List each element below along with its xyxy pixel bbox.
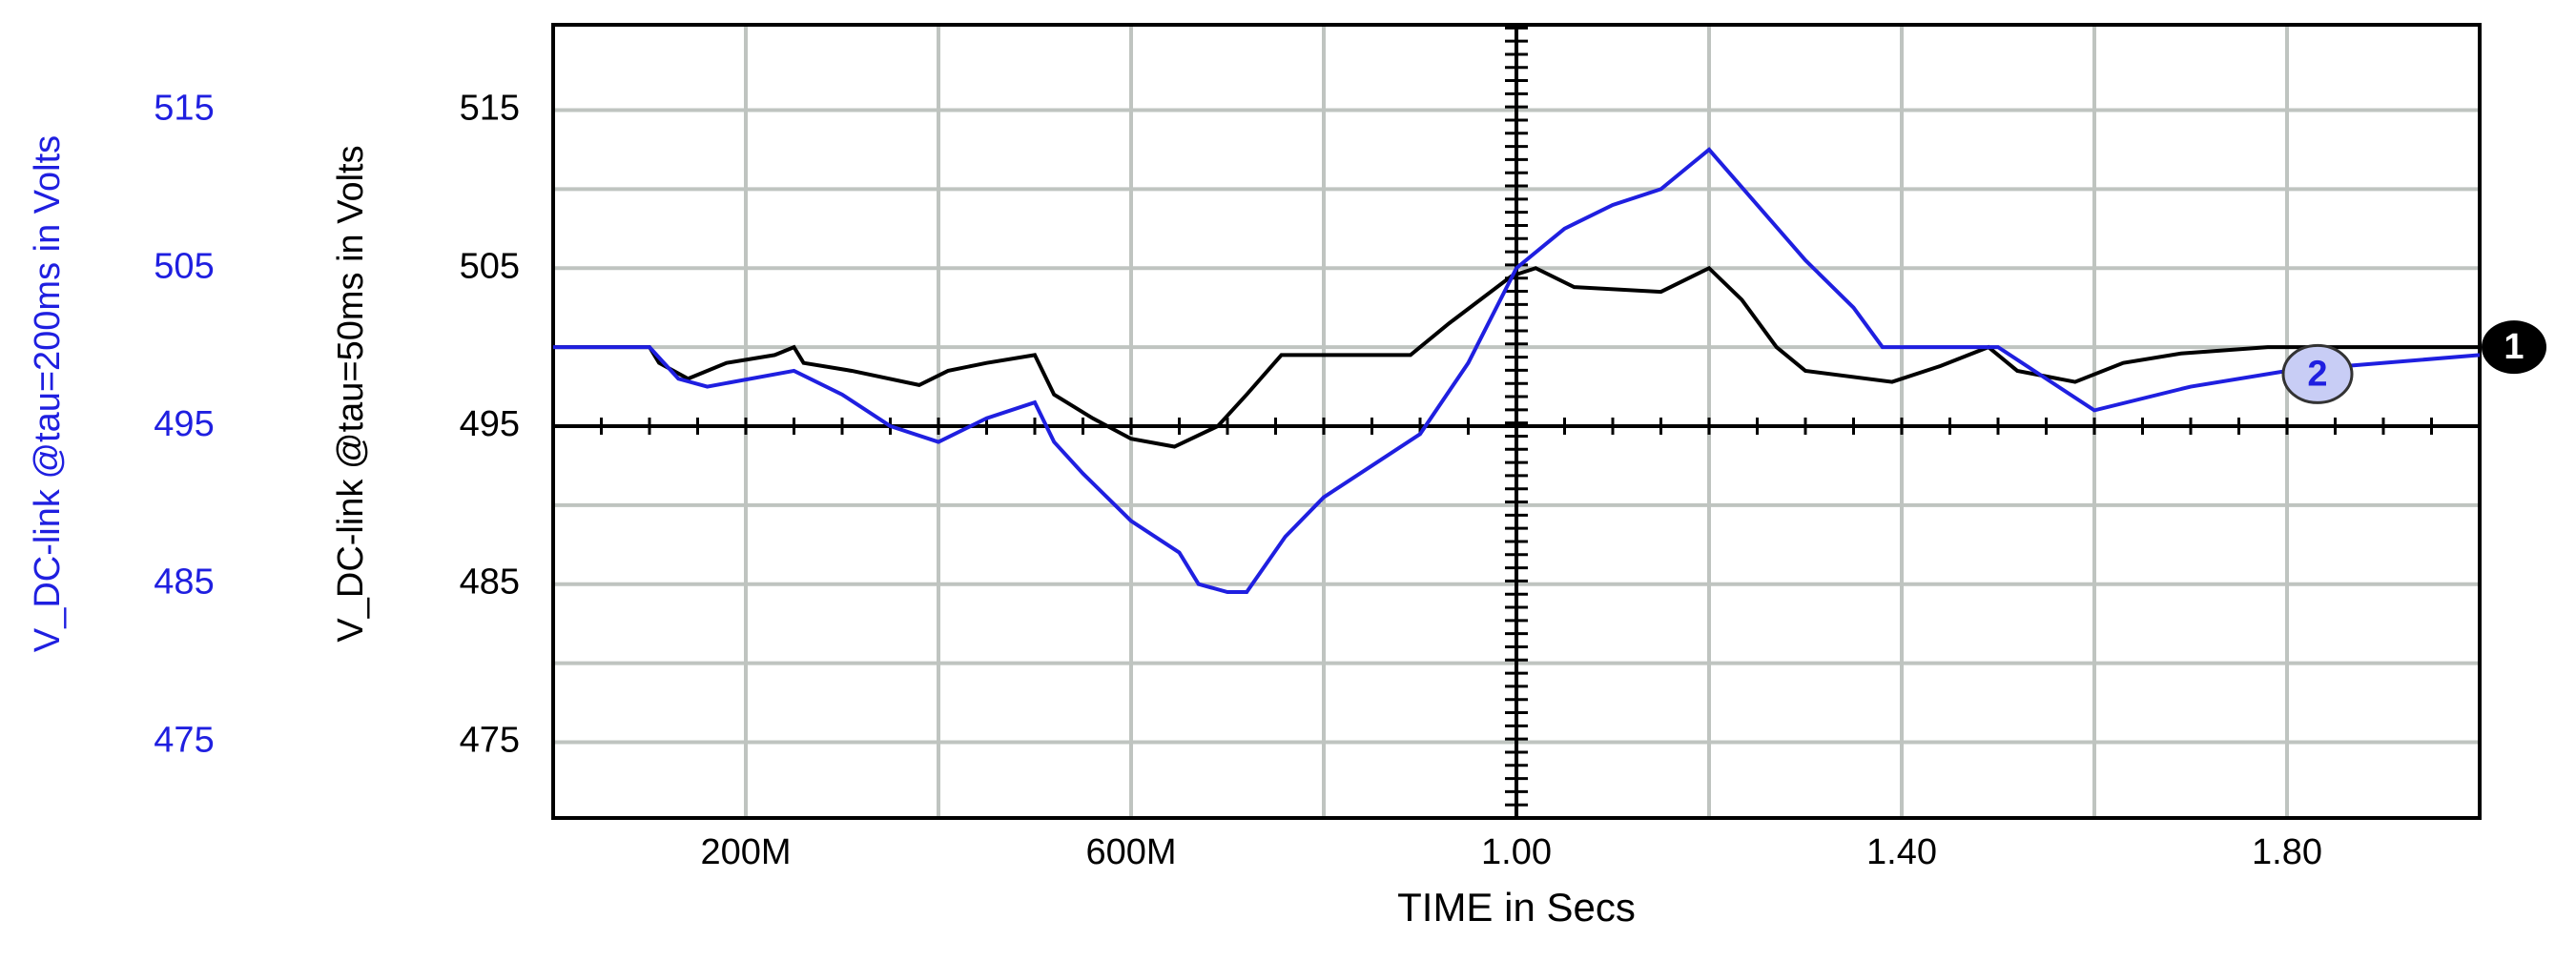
y2-tick-label: 475 [154,720,214,760]
y-tick-label: 505 [460,246,520,286]
series-label: 1 [2504,327,2524,367]
x-tick-label: 1.00 [1481,832,1552,872]
series-line [553,147,2481,594]
y-tick-label: 485 [460,562,520,603]
plot-frame [551,23,2482,820]
y2-tick-label: 485 [154,562,214,603]
y2-tick-label: 505 [154,246,214,286]
y-tick-label: 475 [460,720,520,760]
x-tick-label: 1.80 [2252,832,2322,872]
x-tick-label: 200M [700,832,791,872]
series-line [553,265,2480,449]
y-tick-label: 515 [460,89,520,129]
y2-axis-title: V_DC-link @tau=200ms in Volts [28,135,68,652]
y2-tick-label: 495 [154,404,214,444]
series-marker [2482,320,2546,375]
x-tick-label: 1.40 [1866,832,1937,872]
y-axis-title: V_DC-link @tau=50ms in Volts [331,145,371,642]
y2-tick-label: 515 [154,89,214,129]
x-axis-title: TIME in Secs [1397,885,1636,930]
x-tick-label: 600M [1085,832,1176,872]
series-label: 2 [2307,354,2327,394]
y-tick-label: 495 [460,404,520,444]
series-marker [2281,343,2354,404]
